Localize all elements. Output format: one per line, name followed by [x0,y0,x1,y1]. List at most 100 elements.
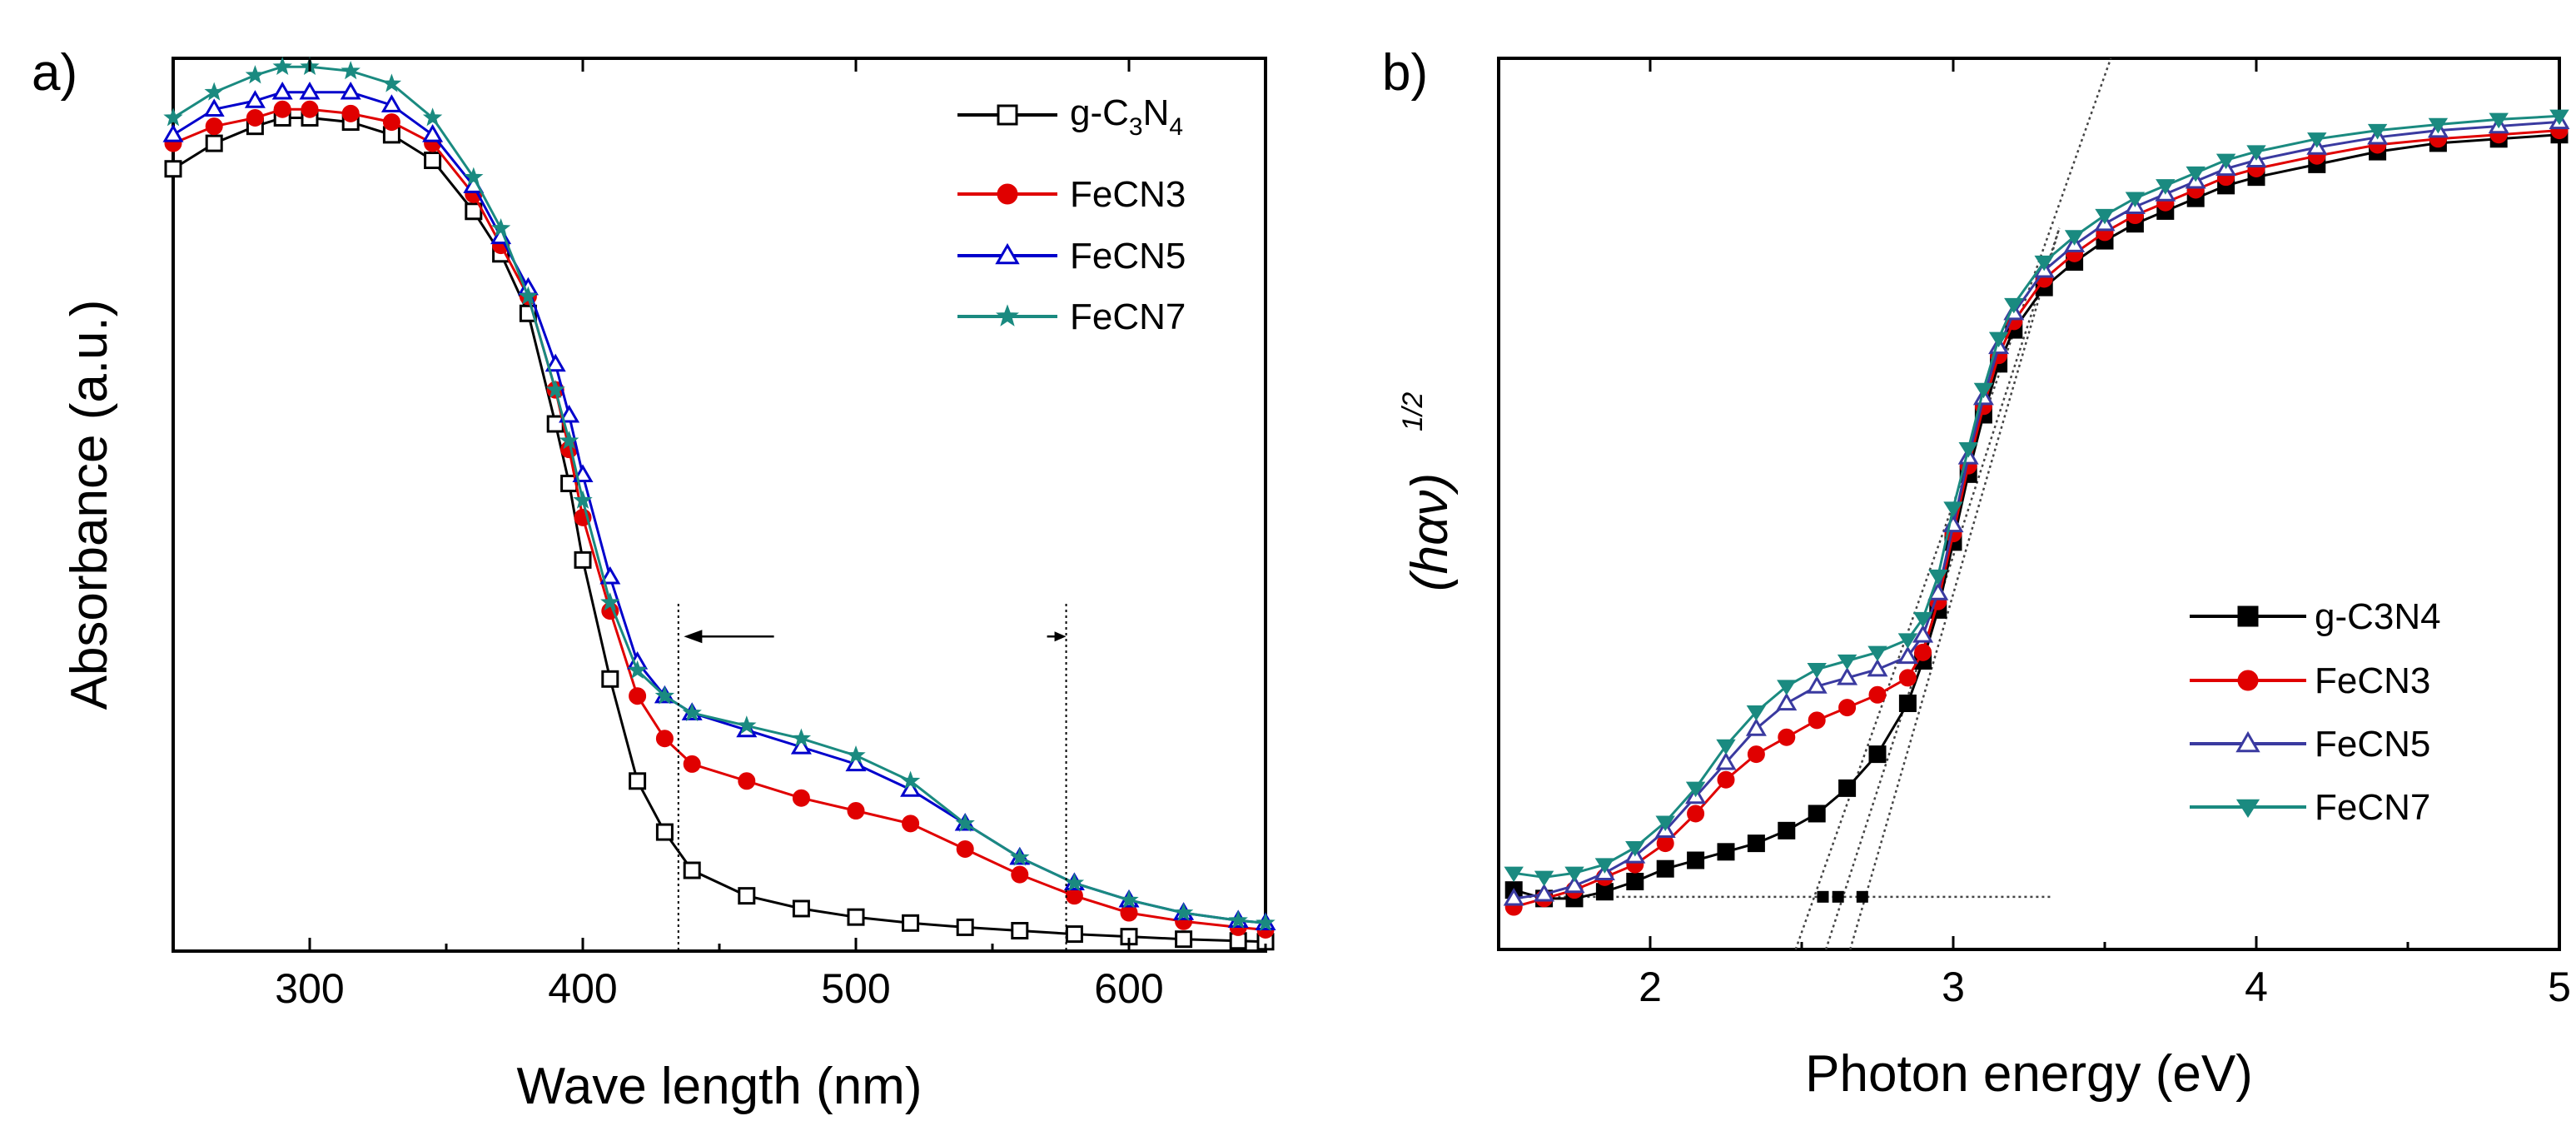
panel-b-legend: g-C3N4 FeCN3 FeCN5 FeCN7 [2190,596,2441,828]
b-point-fecn7 [1943,501,1963,517]
b-point-fecn7 [1504,866,1524,883]
a-point-fecn5 [559,404,580,423]
a-point-fecn7 [1010,847,1030,866]
b-series-line-g-c3n4 [1513,133,2560,900]
b-point-fecn3 [1914,643,1932,661]
b-point-fecn7 [1867,645,1887,662]
b-point-fecn7 [2064,230,2085,246]
a-point-g-c3n4 [683,861,701,879]
b-point-fecn7 [1685,781,1706,798]
a-point-g-c3n4 [902,914,920,932]
a-legend-marker-fecn5 [995,242,1020,265]
b-point-fecn7 [2246,145,2266,161]
a-point-fecn7 [654,685,675,705]
b-point-g-c3n4 [1898,694,1917,712]
a-point-fecn7 [545,379,565,399]
panel-b-plot-frame [1497,57,2561,951]
a-point-fecn7 [900,770,921,790]
b-legend-marker-fecn3 [2237,670,2259,691]
a-point-fecn3 [205,117,223,136]
b-point-fecn7 [2004,297,2024,314]
panel-a-series-group [162,56,1276,951]
b-point-fecn7 [1534,870,1554,887]
b-point-fecn7 [1807,663,1827,679]
b-point-fecn5 [1776,692,1798,711]
a-point-fecn7 [1064,873,1085,892]
a-point-fecn3 [956,840,974,858]
panel-a-legend-markers [957,104,1057,326]
b-point-g-c3n4 [1717,843,1735,861]
b-x-tick-label-5: 5 [2548,964,2571,1010]
b-point-fecn7 [2215,153,2236,170]
legend-b-label-fecn3: FeCN3 [2315,660,2430,701]
a-point-fecn5 [299,81,321,100]
a-point-fecn7 [846,745,866,765]
b-point-fecn7 [1564,866,1584,883]
a-point-g-c3n4 [465,202,483,221]
panel-a-y-axis-title: Absorbance (a.u.) [61,300,118,710]
panel-b-y-axis-title: (hαν) 1/2 [1397,392,1459,591]
b-point-fecn7 [1912,611,1933,628]
panel-a-annotations [677,604,1067,951]
a-point-fecn3 [847,802,865,820]
legend-a-label-fecn3: FeCN3 [1070,174,1186,215]
b-point-fecn3 [1717,770,1735,789]
b-point-fecn3 [1687,805,1705,823]
a-x-tick-label-400: 400 [548,965,617,1012]
a-point-g-c3n4 [956,918,974,936]
b-point-fecn7 [2095,208,2115,225]
a-point-g-c3n4 [424,152,442,170]
a-point-g-c3n4 [655,823,674,841]
a-point-fecn3 [738,772,756,790]
a-point-fecn7 [955,813,975,832]
panel-b-y-axis-title-superscript: 1/2 [1397,392,1429,431]
a-point-fecn7 [1256,913,1276,932]
a-x-tick-label-600: 600 [1094,965,1163,1012]
a-point-fecn7 [573,490,593,509]
a-point-fecn5 [545,353,566,372]
panel-a-legend: g-C3N4 FeCN3 FeCN5 FeCN7 [957,92,1186,337]
a-point-fecn5 [271,81,293,100]
b-point-fecn7 [2428,117,2449,134]
a-point-fecn3 [629,687,647,705]
b-series-line-fecn7 [1513,114,2560,879]
a-x-tick-label-500: 500 [821,965,890,1012]
b-point-fecn5 [1503,887,1524,906]
b-point-fecn7 [1777,680,1797,695]
b-point-fecn5 [1867,658,1888,677]
legend-b-label-g-c3n4: g-C3N4 [2315,596,2441,637]
b-point-fecn7 [1988,331,2009,348]
b-point-fecn7 [1973,382,1994,399]
a-point-fecn3 [382,113,400,132]
panel-b-x-axis: 2 3 4 5 [1497,58,2571,1010]
b-legend-marker-fecn7 [2235,799,2260,819]
a-point-fecn7 [1228,909,1248,929]
a-point-fecn7 [204,82,224,101]
panel-b-x-axis-title: Photon energy (eV) [1805,1045,2253,1103]
panel-b-y-axis-title-main: (hαν) [1401,473,1459,591]
b-series-line-fecn3 [1513,129,2560,909]
b-point-fecn7 [1594,858,1615,874]
b-point-fecn7 [1837,654,1857,670]
b-point-fecn5 [1837,667,1858,685]
legend-b-label-fecn7: FeCN7 [2315,787,2430,828]
a-point-fecn7 [341,61,361,80]
b-point-fecn7 [2307,132,2327,148]
b-point-fecn5 [1715,751,1737,770]
b-point-fecn7 [1746,705,1767,721]
panel-a-chart: a) 300 400 500 600 Wave length (nm) Absorba… [32,44,1276,1115]
a-point-fecn3 [341,104,360,122]
a-point-fecn3 [792,789,810,807]
panel-a-label: a) [32,44,77,102]
b-point-fecn3 [1898,669,1917,687]
b-point-fecn7 [2156,179,2176,195]
b-point-g-c3n4 [1626,872,1644,890]
b-point-fecn7 [2367,123,2388,140]
legend-a-label-g-c3n4: g-C3N4 [1070,92,1183,141]
a-annotation-arrow-right-head [1054,631,1067,642]
b-x-tick-label-2: 2 [1639,964,1662,1010]
a-point-fecn7 [163,107,183,127]
a-point-fecn7 [272,56,292,76]
a-point-fecn5 [422,123,444,142]
